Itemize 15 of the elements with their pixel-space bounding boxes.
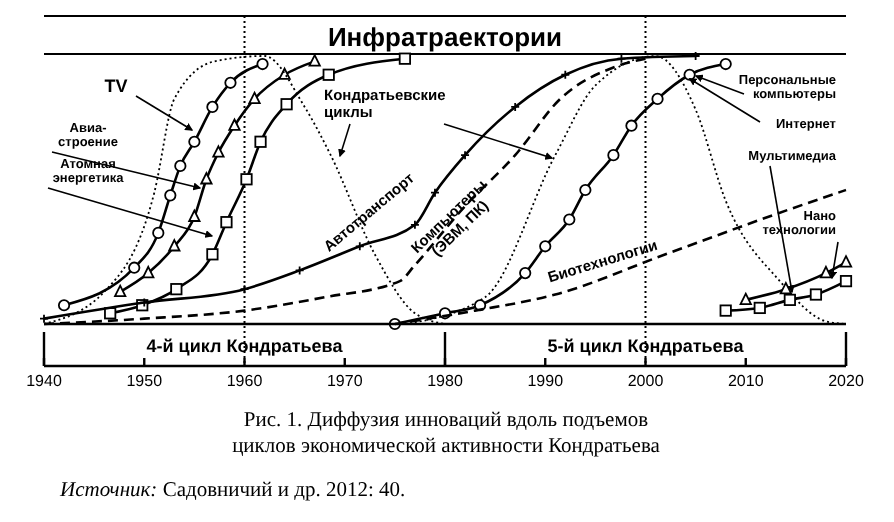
x-tick-label: 1990 xyxy=(527,372,565,390)
x-tick-label: 1980 xyxy=(427,372,464,390)
x-tick-label: 2000 xyxy=(627,372,665,390)
x-tick-label: 1960 xyxy=(226,372,264,390)
text: 4-й цикл Кондратьева xyxy=(146,336,345,356)
x-tick-label: 1970 xyxy=(326,372,364,390)
text: TV xyxy=(104,76,128,96)
text: Источник: Садовничий и др. 2012: 40. xyxy=(58,480,406,502)
text: 5-й цикл Кондратьева xyxy=(547,336,746,356)
x-tick-label: 2010 xyxy=(727,372,765,390)
x-tick-label: 1940 xyxy=(26,372,63,390)
text: Рис. 1. Диффузия инноваций вдоль подъемов циклов экономической активности Кондратьева xyxy=(232,410,661,458)
x-tick-label: 1950 xyxy=(126,372,164,390)
x-tick-label: 2020 xyxy=(828,372,865,390)
chart-title: Инфратраектории xyxy=(327,22,563,52)
